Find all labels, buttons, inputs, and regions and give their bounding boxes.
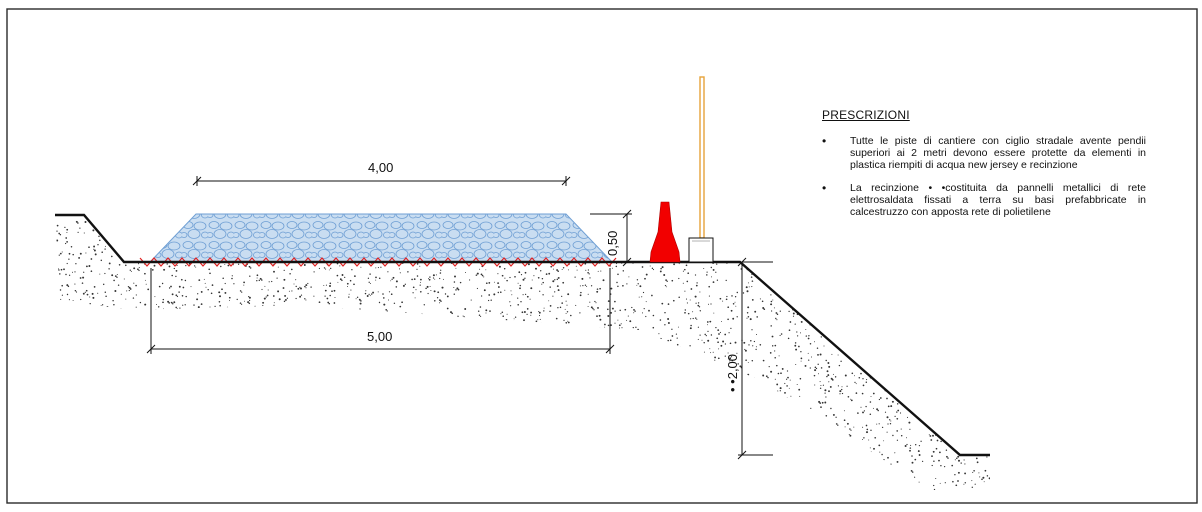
dimension-top-width: [193, 176, 570, 186]
prescriptions-panel: PRESCRIZIONI • Tutte le piste di cantier…: [818, 108, 1146, 229]
prescription-text-2: La recinzione • •costituita da pannelli …: [850, 182, 1146, 218]
prescription-text-1: Tutte le piste di cantiere con ciglio st…: [850, 135, 1146, 171]
dimension-embankment: [738, 258, 773, 459]
dimension-label-embankment: • •2,00: [725, 354, 740, 392]
dimension-label-top: 4,00: [368, 160, 393, 175]
prescriptions-list: • Tutte le piste di cantiere con ciglio …: [818, 135, 1146, 218]
fence-concrete-base: [689, 238, 713, 262]
prescriptions-title: PRESCRIZIONI: [822, 108, 1146, 122]
prescription-item-1: • Tutte le piste di cantiere con ciglio …: [818, 135, 1146, 171]
new-jersey-barrier: [650, 202, 680, 262]
dimension-label-height: 0,50: [605, 231, 620, 256]
gravel-fill: [150, 214, 612, 262]
bullet-icon: •: [822, 182, 826, 194]
dimension-label-base: 5,00: [367, 329, 392, 344]
bullet-icon: •: [822, 135, 826, 147]
prescription-item-2: • La recinzione • •costituita da pannell…: [818, 182, 1146, 218]
fence-pole: [700, 77, 704, 238]
